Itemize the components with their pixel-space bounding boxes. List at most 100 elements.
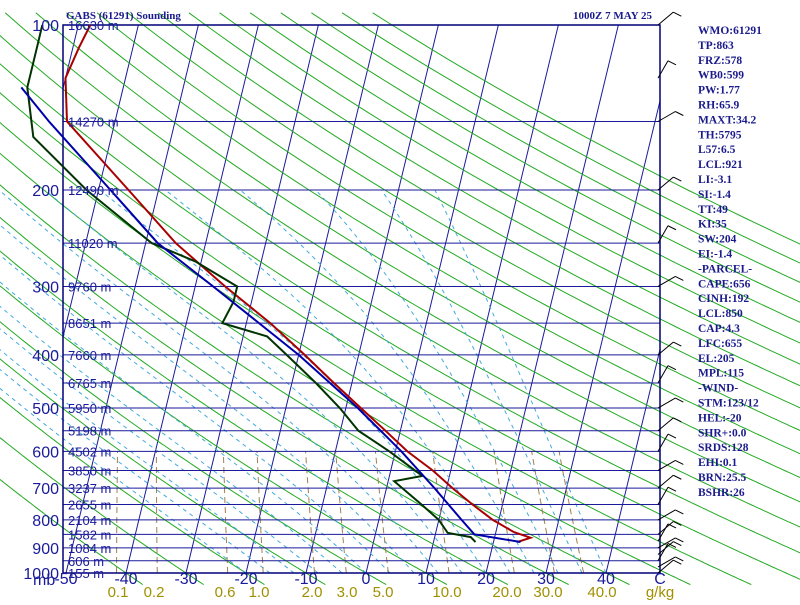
wind-barb-flag xyxy=(675,111,684,116)
dry-adiabat-line xyxy=(0,250,509,586)
wind-barb-flag xyxy=(675,460,684,465)
height-label: 2104 m xyxy=(68,513,111,528)
pressure-tick-label: 400 xyxy=(32,348,59,365)
isotherm-line xyxy=(425,24,559,574)
dry-adiabat-line xyxy=(4,12,800,503)
index-entry: CINH:192 xyxy=(698,293,749,305)
index-entry: -WIND- xyxy=(698,383,738,395)
mixing-ratio-label: 0.2 xyxy=(144,584,165,600)
index-entry: WMO:61291 xyxy=(698,25,762,37)
height-label: 3850 m xyxy=(68,463,111,478)
wind-barb xyxy=(657,433,669,452)
wind-barb-flag xyxy=(673,474,682,480)
index-entry: CAPE:656 xyxy=(698,278,751,290)
dry-adiabat-line xyxy=(311,12,800,283)
dry-adiabat-line xyxy=(35,12,800,479)
wind-barb-flag xyxy=(667,486,677,492)
mixing-ratio-line xyxy=(256,451,264,574)
mixing-ratio-label: 2.0 xyxy=(302,584,323,600)
dry-adiabat-line xyxy=(96,12,800,431)
index-entry: TT:49 xyxy=(698,204,728,216)
wind-barb-flag xyxy=(673,559,682,565)
index-entry: -PARCEL- xyxy=(698,263,752,275)
pressure-tick-label: 100 xyxy=(32,18,59,35)
wind-barb-flag xyxy=(675,509,684,515)
pressure-tick-label: 1000 xyxy=(23,566,59,583)
dry-adiabat-line xyxy=(0,437,204,586)
plot-frame xyxy=(62,24,661,574)
mixing-ratio-label: 5.0 xyxy=(373,584,394,600)
wind-barb-flag xyxy=(667,523,677,529)
wind-barb xyxy=(657,111,676,122)
temperature-tick-label: 10 xyxy=(417,571,435,588)
mixing-ratio-line xyxy=(335,451,347,574)
temperature-tick-label: 40 xyxy=(597,571,615,588)
dry-adiabat-line xyxy=(0,92,800,580)
mixing-ratio-label: 30.0 xyxy=(533,584,562,600)
wind-barb-layer xyxy=(657,11,684,574)
height-label: 155 m xyxy=(68,566,104,581)
dry-adiabat-line xyxy=(0,478,144,586)
index-entry: RH:65.9 xyxy=(698,100,739,112)
index-entry: MPL:115 xyxy=(698,368,744,380)
height-label: 11020 m xyxy=(68,236,118,251)
dry-adiabat-line xyxy=(0,358,326,586)
wind-barb xyxy=(657,559,674,574)
wind-barb xyxy=(657,417,674,432)
height-label: 5950 m xyxy=(68,401,111,416)
mixing-ratio-line xyxy=(222,451,229,574)
mixing-ratio-unit-label: g/kg xyxy=(646,584,674,600)
height-label: 12490 m xyxy=(68,183,119,198)
wind-barb xyxy=(657,341,674,356)
temperature-tick-label: -20 xyxy=(234,571,257,588)
height-label: 4502 m xyxy=(68,444,111,459)
moist-adiabat-line xyxy=(434,189,607,574)
isotherm-line xyxy=(365,24,499,574)
dry-adiabat-line xyxy=(157,12,800,387)
isotherm-line xyxy=(62,24,139,338)
temperature-tick-label: 20 xyxy=(477,571,495,588)
wind-barb xyxy=(657,397,676,409)
wind-barb xyxy=(657,225,669,244)
index-entry: PW:1.77 xyxy=(698,85,740,97)
index-entry: BRN:25.5 xyxy=(698,472,746,484)
wind-barb xyxy=(657,60,669,79)
dry-adiabat-line xyxy=(66,12,800,455)
index-entry: EL:205 xyxy=(698,353,735,365)
dry-adiabat-line xyxy=(0,184,630,586)
mixing-ratio-line xyxy=(155,451,158,574)
mixing-ratio-label: 1.0 xyxy=(249,584,270,600)
dewpoint-trace xyxy=(26,24,477,543)
index-entry: SI:-1.4 xyxy=(698,189,731,201)
index-entry: LCL:850 xyxy=(698,308,743,320)
temperature-tick-label: 0 xyxy=(362,571,371,588)
mixing-ratio-line xyxy=(432,451,450,574)
pressure-tick-label: 700 xyxy=(32,481,59,498)
mixing-ratio-label: 20.0 xyxy=(492,584,521,600)
isotherm-line xyxy=(605,349,661,574)
isotherm-line xyxy=(545,100,661,574)
index-entry: L57:6.5 xyxy=(698,144,736,156)
pressure-tick-label: 300 xyxy=(32,279,59,296)
moist-adiabat-line xyxy=(239,189,535,574)
wind-barb-flag xyxy=(667,225,677,231)
wind-barb-flag xyxy=(675,276,684,281)
wind-barb-flag xyxy=(673,541,682,547)
wind-barb xyxy=(657,486,669,505)
moist-adiabat-line xyxy=(0,328,319,574)
wind-barb-flag xyxy=(673,417,682,423)
moist-adiabat-line xyxy=(381,189,583,574)
height-label: 7660 m xyxy=(68,348,111,363)
index-entry: CAP:4.3 xyxy=(698,323,740,335)
index-entry: EHI:0.1 xyxy=(698,457,738,469)
index-entry: FRZ:578 xyxy=(698,55,742,67)
dry-adiabat-line xyxy=(249,12,800,323)
height-label: 5198 m xyxy=(68,424,111,439)
moist-adiabat-line xyxy=(0,387,247,574)
wind-barb-flag xyxy=(675,537,684,543)
wind-barb-flag xyxy=(667,433,677,439)
wind-barb-flag xyxy=(667,365,677,371)
mixing-ratio-label: 10.0 xyxy=(432,584,461,600)
index-entry: SRDS:128 xyxy=(698,442,749,454)
